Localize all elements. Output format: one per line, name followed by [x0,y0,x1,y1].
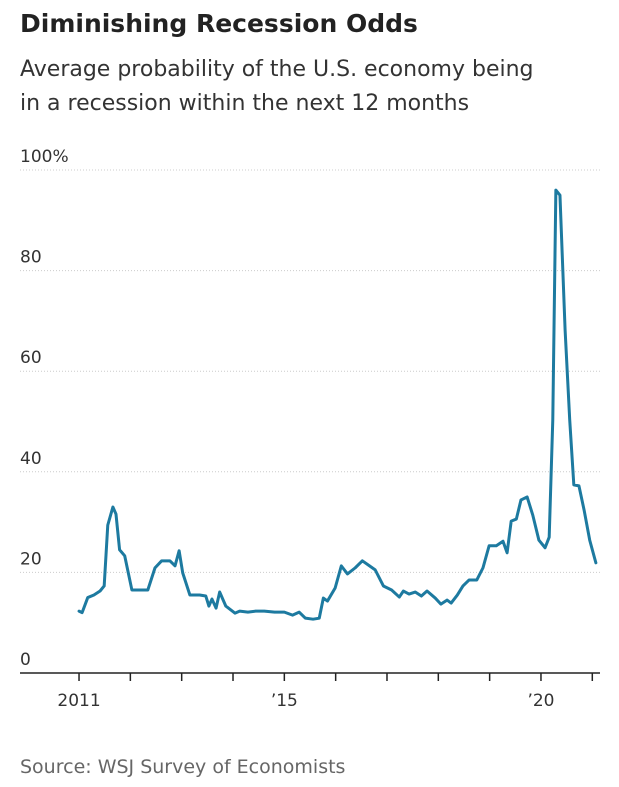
chart-subtitle: Average probability of the U.S. economy … [20,57,534,82]
y-tick-label: 100% [20,147,69,167]
x-tick-label: ’20 [527,691,554,711]
y-tick-label: 0 [20,650,31,670]
y-tick-label: 80 [20,248,42,268]
y-tick-label: 20 [20,549,42,569]
y-tick-label: 60 [20,348,42,368]
source: Source: WSJ Survey of Economists [20,756,345,778]
x-tick-label: 2011 [57,691,100,711]
chart-subtitle: in a recession within the next 12 months [20,91,469,116]
y-tick-label: 40 [20,449,42,469]
x-tick-label: ’15 [271,691,298,711]
line [77,188,598,621]
chart-title: Diminishing Recession Odds [20,9,418,38]
